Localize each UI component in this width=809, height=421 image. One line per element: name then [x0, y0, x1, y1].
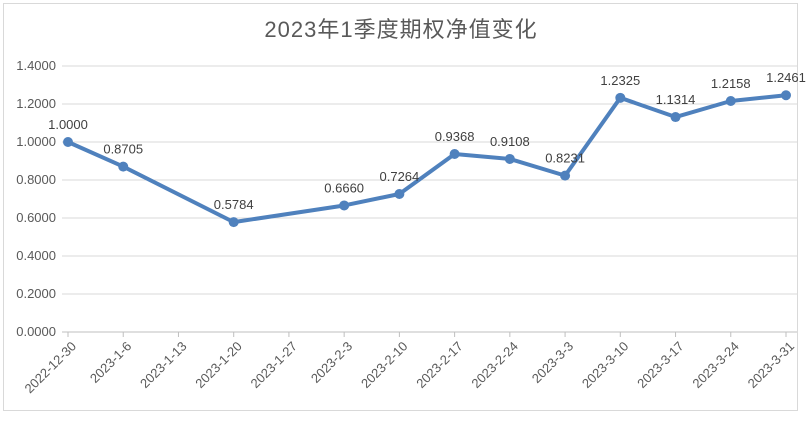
x-axis-label: 2023-3-31	[745, 339, 798, 392]
y-axis-label: 1.4000	[16, 58, 56, 73]
y-axis-label: 0.0000	[16, 324, 56, 339]
chart-title: 2023年1季度期权净值变化	[264, 17, 538, 42]
chart-frame	[3, 3, 798, 411]
x-axis-label: 2023-1-27	[248, 339, 301, 392]
data-point-marker	[63, 137, 73, 147]
x-axis-label: 2023-3-24	[689, 339, 742, 392]
x-axis-label: 2023-1-6	[87, 339, 134, 386]
x-axis-label: 2023-3-3	[529, 339, 576, 386]
x-axis-label: 2023-2-24	[468, 339, 521, 392]
data-label: 0.6660	[324, 180, 364, 195]
data-point-marker	[449, 149, 460, 160]
x-axis-label: 2023-1-20	[192, 339, 245, 392]
y-axis-label: 0.6000	[16, 210, 56, 225]
y-axis-label: 1.0000	[16, 134, 56, 149]
data-label: 1.2325	[600, 73, 640, 88]
data-point-marker	[725, 95, 736, 106]
y-axis-label: 1.2000	[16, 96, 56, 111]
data-point-marker	[228, 217, 239, 228]
data-point-marker	[560, 170, 571, 181]
data-label: 0.9368	[435, 129, 475, 144]
x-axis-label: 2023-2-3	[308, 339, 355, 386]
data-label: 0.9108	[490, 134, 530, 149]
y-axis-label: 0.2000	[16, 286, 56, 301]
data-label: 0.5784	[214, 197, 254, 212]
data-point-marker	[504, 153, 515, 164]
data-label: 1.2158	[711, 76, 751, 91]
x-axis-label: 2023-3-10	[579, 339, 632, 392]
data-label: 0.7264	[380, 169, 420, 184]
x-axis-label: 2023-3-17	[634, 339, 687, 392]
data-label: 1.2461	[766, 70, 806, 85]
data-point-marker	[670, 112, 681, 123]
x-axis-label: 2023-2-10	[358, 339, 411, 392]
data-label: 1.0000	[48, 117, 88, 132]
y-axis-label: 0.4000	[16, 248, 56, 263]
series-line	[66, 93, 788, 225]
x-axis-label: 2023-1-13	[137, 339, 190, 392]
data-point-marker	[394, 188, 405, 199]
data-point-marker	[118, 161, 129, 172]
data-point-marker	[781, 90, 791, 101]
data-label: 1.1314	[656, 92, 696, 107]
y-axis-label: 0.8000	[16, 172, 56, 187]
data-point-marker	[339, 200, 350, 211]
data-label: 0.8231	[545, 151, 585, 166]
data-label: 0.8705	[103, 142, 143, 157]
x-axis-label: 2023-2-17	[413, 339, 466, 392]
x-axis-label: 2022-12-30	[21, 339, 79, 397]
data-point-marker	[615, 92, 626, 103]
